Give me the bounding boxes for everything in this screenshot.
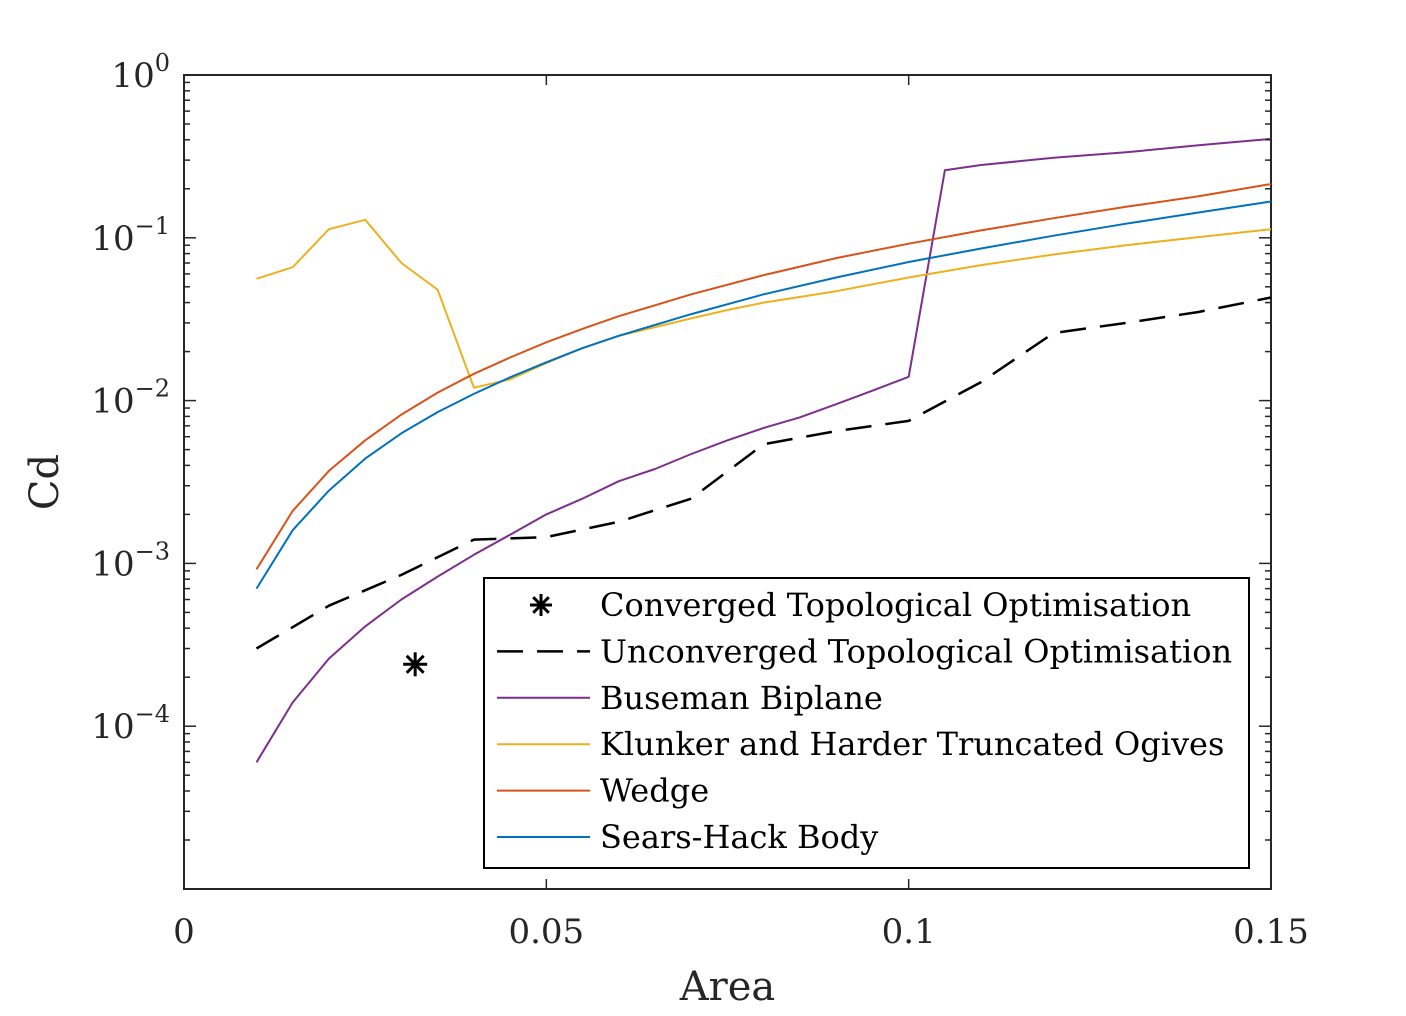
y-tick-label: 10−2 <box>91 375 170 422</box>
series-4 <box>255 183 1272 570</box>
legend: Converged Topological Optimisation Unconv… <box>483 577 1250 869</box>
y-tick-base: 10 <box>91 544 134 584</box>
legend-item: Unconverged Topological Optimisation <box>497 632 1232 670</box>
y-tick-exponent: −2 <box>135 375 170 403</box>
axes-box <box>183 74 1272 890</box>
x-tick-label: 0 <box>173 912 195 952</box>
y-tick-base: 10 <box>91 707 134 747</box>
series-0 <box>403 652 428 677</box>
legend-label: Sears-Hack Body <box>600 818 878 856</box>
series-1 <box>255 296 1272 650</box>
y-tick-label: 10−3 <box>91 537 170 584</box>
y-tick-base: 10 <box>111 56 154 96</box>
series-2 <box>255 137 1272 763</box>
legend-item: Converged Topological Optimisation <box>530 586 1191 624</box>
series-line <box>255 183 1272 570</box>
plot-area <box>183 74 1272 890</box>
x-tick-label: 0.05 <box>508 912 584 952</box>
series-5 <box>255 200 1272 590</box>
y-tick-exponent: −4 <box>135 700 170 728</box>
legend-item: Klunker and Harder Truncated Ogives <box>497 725 1224 763</box>
series-layer <box>255 137 1272 763</box>
y-tick-exponent: −3 <box>135 537 170 565</box>
legend-marker <box>532 596 550 614</box>
legend-label: Converged Topological Optimisation <box>600 586 1191 624</box>
legend-label: Wedge <box>600 772 709 810</box>
legend-label: Klunker and Harder Truncated Ogives <box>600 725 1224 763</box>
series-line <box>255 200 1272 590</box>
legend-item: Wedge <box>497 772 709 810</box>
labels-layer: Area Cd <box>22 454 775 1010</box>
x-tick-label: 0.1 <box>882 912 936 952</box>
y-axis-title: Cd <box>22 454 68 510</box>
y-tick-label: 10−1 <box>91 212 170 259</box>
y-tick-exponent: 0 <box>155 49 170 77</box>
legend-label: Unconverged Topological Optimisation <box>600 632 1232 670</box>
series-line <box>255 296 1272 650</box>
y-tick-exponent: −1 <box>135 212 170 240</box>
y-tick-base: 10 <box>91 382 134 422</box>
legend-label: Buseman Biplane <box>600 679 883 717</box>
x-axis-title: Area <box>679 964 776 1010</box>
series-line <box>255 137 1272 763</box>
data-point-marker <box>405 654 425 674</box>
legend-box <box>483 577 1250 869</box>
y-tick-label: 10−4 <box>91 700 170 747</box>
legend-item: Buseman Biplane <box>497 679 883 717</box>
legend-item: Sears-Hack Body <box>497 818 878 856</box>
y-tick-base: 10 <box>91 219 134 259</box>
y-tick-label: 100 <box>111 49 170 96</box>
x-tick-label: 0.15 <box>1233 912 1309 952</box>
